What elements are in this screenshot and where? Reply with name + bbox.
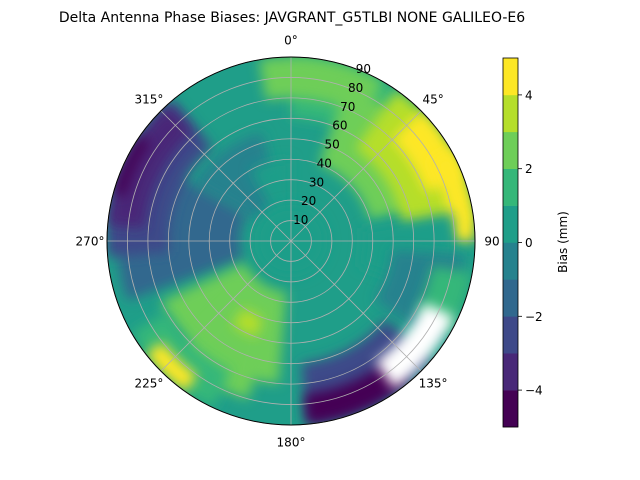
colorbar: −4 −2 0 2 4 Bias (mm) xyxy=(502,57,570,428)
polar-plot-area: 0° 45° 90 135° 180° 225° 270° 315° 10 20 30 40 50 60… xyxy=(76,34,500,450)
radial-tick-label: 80 xyxy=(348,81,363,95)
colorbar-band xyxy=(503,242,518,280)
radial-tick-label: 60 xyxy=(332,119,347,133)
radial-tick-label: 20 xyxy=(301,194,316,208)
polar-frame xyxy=(106,56,476,426)
polar-grid xyxy=(106,56,476,426)
colorbar-tick-label: 2 xyxy=(525,162,533,176)
contour-band-21 xyxy=(146,341,198,392)
angular-gridline xyxy=(160,110,292,242)
angular-tick-label: 315° xyxy=(134,92,163,106)
radial-tick-label: 40 xyxy=(317,156,332,170)
angular-gridline xyxy=(160,240,292,372)
contour-band-5 xyxy=(113,135,151,197)
angular-tick-label: 45° xyxy=(422,92,443,106)
radial-tick-label: 10 xyxy=(293,213,308,227)
angular-tick-label: 90 xyxy=(484,235,499,249)
radial-tick-label: 30 xyxy=(309,175,324,189)
colorbar-band xyxy=(503,168,518,206)
angular-gridline xyxy=(290,110,422,242)
radial-tick-label: 70 xyxy=(340,100,355,114)
colorbar-band xyxy=(503,353,518,391)
colorbar-bands xyxy=(503,58,518,428)
contour-band-19 xyxy=(232,308,263,338)
colorbar-label: Bias (mm) xyxy=(556,211,570,273)
angular-tick-label: 225° xyxy=(134,377,163,391)
angular-tick-label: 270° xyxy=(76,235,105,249)
radial-tick-label: 50 xyxy=(324,138,339,152)
colorbar-tick-label: −2 xyxy=(525,310,543,324)
contour-band-20 xyxy=(131,312,231,408)
chart-title: Delta Antenna Phase Biases: JAVGRANT_G5T… xyxy=(59,10,525,26)
colorbar-tick-label: 4 xyxy=(525,88,533,102)
colorbar-band xyxy=(503,316,518,354)
colorbar-band xyxy=(503,131,518,169)
colorbar-ticks: −4 −2 0 2 4 xyxy=(518,88,543,398)
colorbar-band xyxy=(503,390,518,428)
angular-gridline xyxy=(290,240,422,372)
contour-band-0 xyxy=(193,132,281,221)
colorbar-tick-label: −4 xyxy=(525,384,543,398)
angular-tick-label: 135° xyxy=(419,377,448,391)
contour-band-11 xyxy=(429,149,475,241)
colorbar-tick-label: 0 xyxy=(525,236,533,250)
radial-tick-labels: 10 20 30 40 50 60 70 80 90 xyxy=(293,62,371,227)
angular-tick-label: 180° xyxy=(277,436,306,450)
colorbar-band xyxy=(503,94,518,133)
contour-band-16 xyxy=(304,358,410,425)
colorbar-band xyxy=(503,279,518,317)
angular-tick-labels: 0° 45° 90 135° 180° 225° 270° 315° xyxy=(76,34,500,450)
colorbar-band xyxy=(503,58,518,96)
colorbar-band xyxy=(503,205,518,243)
angular-tick-label: 0° xyxy=(284,34,298,48)
radial-tick-label: 90 xyxy=(356,62,371,76)
contour-band-4 xyxy=(107,104,193,229)
